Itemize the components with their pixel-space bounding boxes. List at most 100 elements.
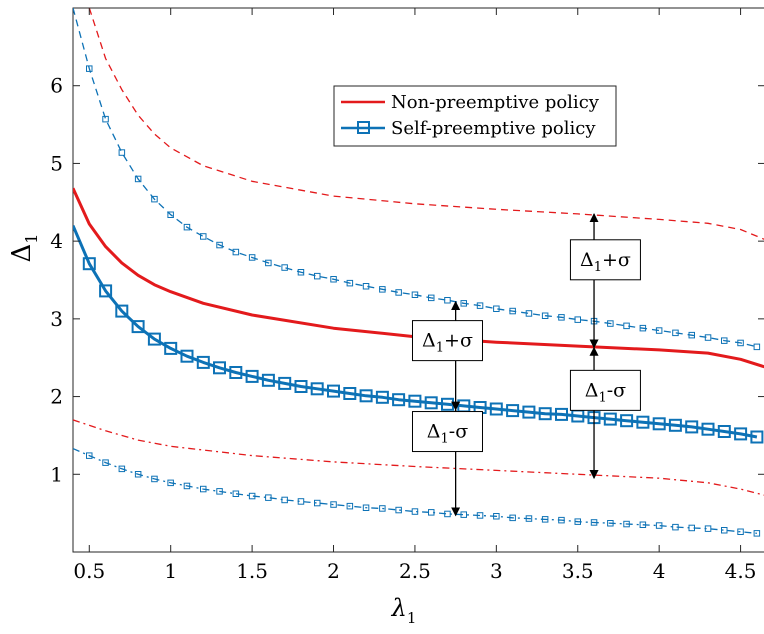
data-point-self_lower <box>265 494 272 501</box>
x-tick-label: 3 <box>490 559 503 583</box>
data-point-self_lower <box>86 452 93 459</box>
data-point-self_lower <box>639 521 647 528</box>
data-point-self_upper <box>493 305 500 312</box>
annotation-tail: +σ <box>602 249 631 271</box>
y-tick-label: 2 <box>50 385 63 409</box>
y-tick-label: 3 <box>50 307 63 331</box>
data-point-self_mean <box>261 373 275 387</box>
data-point-self_lower <box>444 510 451 518</box>
data-point-self_upper <box>460 300 467 307</box>
data-point-self_mean <box>245 369 259 383</box>
data-point-self_lower <box>493 513 500 520</box>
data-point-self_upper <box>86 65 93 72</box>
data-point-self_mean <box>506 404 520 418</box>
legend-label-non-preemptive: Non-preemptive policy <box>391 92 600 113</box>
data-point-self_upper <box>102 115 109 123</box>
data-point-self_lower <box>607 520 614 527</box>
data-point-self_mean <box>750 430 764 444</box>
data-point-self_lower <box>330 501 337 508</box>
data-point-self_mean <box>424 396 438 410</box>
annotation-label-ann4: Δ1-σ <box>585 379 626 405</box>
data-point-self_mean <box>685 420 699 434</box>
data-point-self_upper <box>476 302 484 309</box>
data-point-self_lower <box>216 488 223 495</box>
data-point-self_mean <box>147 332 161 346</box>
data-point-self_lower <box>541 516 549 523</box>
data-point-self_upper <box>428 294 435 302</box>
data-point-self_mean <box>652 417 666 431</box>
data-point-self_upper <box>574 316 581 323</box>
data-point-self_lower <box>525 515 533 522</box>
data-point-self_upper <box>444 297 451 304</box>
legend-label-self-preemptive: Self-preemptive policy <box>391 118 596 139</box>
annotations: Δ1+σΔ1-σΔ1+σΔ1-σ <box>411 213 641 517</box>
axis-ticks: 0.5 1 1.5 2 2.5 3 3.5 4 4.5 1 2 3 4 5 6 <box>50 8 764 583</box>
data-point-self_mean <box>294 380 308 393</box>
data-point-self_lower <box>753 530 761 537</box>
data-point-self_upper <box>151 195 158 203</box>
data-point-self_upper <box>216 241 223 249</box>
series-line-self_mean <box>73 225 758 439</box>
data-point-self_mean <box>620 414 634 428</box>
data-point-self_lower <box>460 511 467 518</box>
data-point-self_mean <box>229 366 243 379</box>
data-point-self_lower <box>428 509 435 516</box>
data-point-self_mean <box>668 418 682 432</box>
data-point-self_lower <box>102 459 109 466</box>
data-point-self_mean <box>278 376 292 390</box>
series-line-self_upper <box>73 8 758 348</box>
annotation-label-ann2: Δ1-σ <box>427 421 468 447</box>
data-point-self_mean <box>408 394 422 408</box>
data-point-self_mean <box>489 402 503 416</box>
data-point-self_lower <box>623 520 630 528</box>
annotation-box-ann1 <box>411 320 483 362</box>
series-line-non_mean <box>73 187 764 369</box>
x-tick-label: 1 <box>164 559 177 583</box>
data-point-self_upper <box>672 329 679 337</box>
x-tick-label: 2.5 <box>399 559 431 583</box>
data-point-self_upper <box>167 211 174 218</box>
annotation-tail: -σ <box>607 379 626 401</box>
data-point-self_mean <box>327 384 340 398</box>
data-point-self_lower <box>118 465 126 473</box>
annotation-sub: 1 <box>594 260 602 275</box>
data-point-self_lower <box>558 516 565 524</box>
data-point-self_lower <box>411 508 419 515</box>
x-tick-label: 0.5 <box>73 559 105 583</box>
data-point-self_upper <box>118 149 126 156</box>
data-point-self_upper <box>411 291 419 298</box>
data-point-self_mean <box>392 393 406 407</box>
data-point-self_mean <box>131 320 145 334</box>
data-point-self_mean <box>99 284 113 298</box>
data-point-self_lower <box>737 528 744 535</box>
legend-marker-self-preemptive <box>357 121 370 134</box>
data-point-self_upper <box>248 254 256 261</box>
data-point-self_lower <box>590 519 598 526</box>
annotation-sub: 1 <box>441 432 449 447</box>
legend: Non-preemptive policy Self-preemptive po… <box>333 85 617 147</box>
x-tick-label: 4 <box>653 559 666 583</box>
data-point-self_lower <box>151 475 158 483</box>
data-point-self_upper <box>753 343 761 351</box>
y-tick-label: 4 <box>50 229 63 253</box>
data-point-self_mean <box>603 412 617 426</box>
data-point-self_upper <box>346 279 354 287</box>
data-point-self_mean <box>82 257 96 271</box>
data-point-self_mean <box>343 387 357 400</box>
annotation-base: Δ <box>580 249 594 271</box>
data-point-self_lower <box>200 485 207 493</box>
series-layer <box>73 8 764 537</box>
data-point-self_upper <box>639 324 647 332</box>
data-point-self_lower <box>346 502 354 510</box>
data-point-self_upper <box>721 337 728 344</box>
data-point-self_mean <box>538 407 552 421</box>
data-point-self_lower <box>574 518 581 525</box>
data-point-self_upper <box>183 223 191 231</box>
data-point-self_lower <box>379 505 386 512</box>
annotation-tail: +σ <box>444 330 473 352</box>
annotation-base: Δ <box>422 330 436 352</box>
data-point-self_upper <box>330 276 337 283</box>
annotation-base: Δ <box>585 379 599 401</box>
x-tick-label: 1.5 <box>236 559 268 583</box>
legend-box <box>333 85 617 147</box>
